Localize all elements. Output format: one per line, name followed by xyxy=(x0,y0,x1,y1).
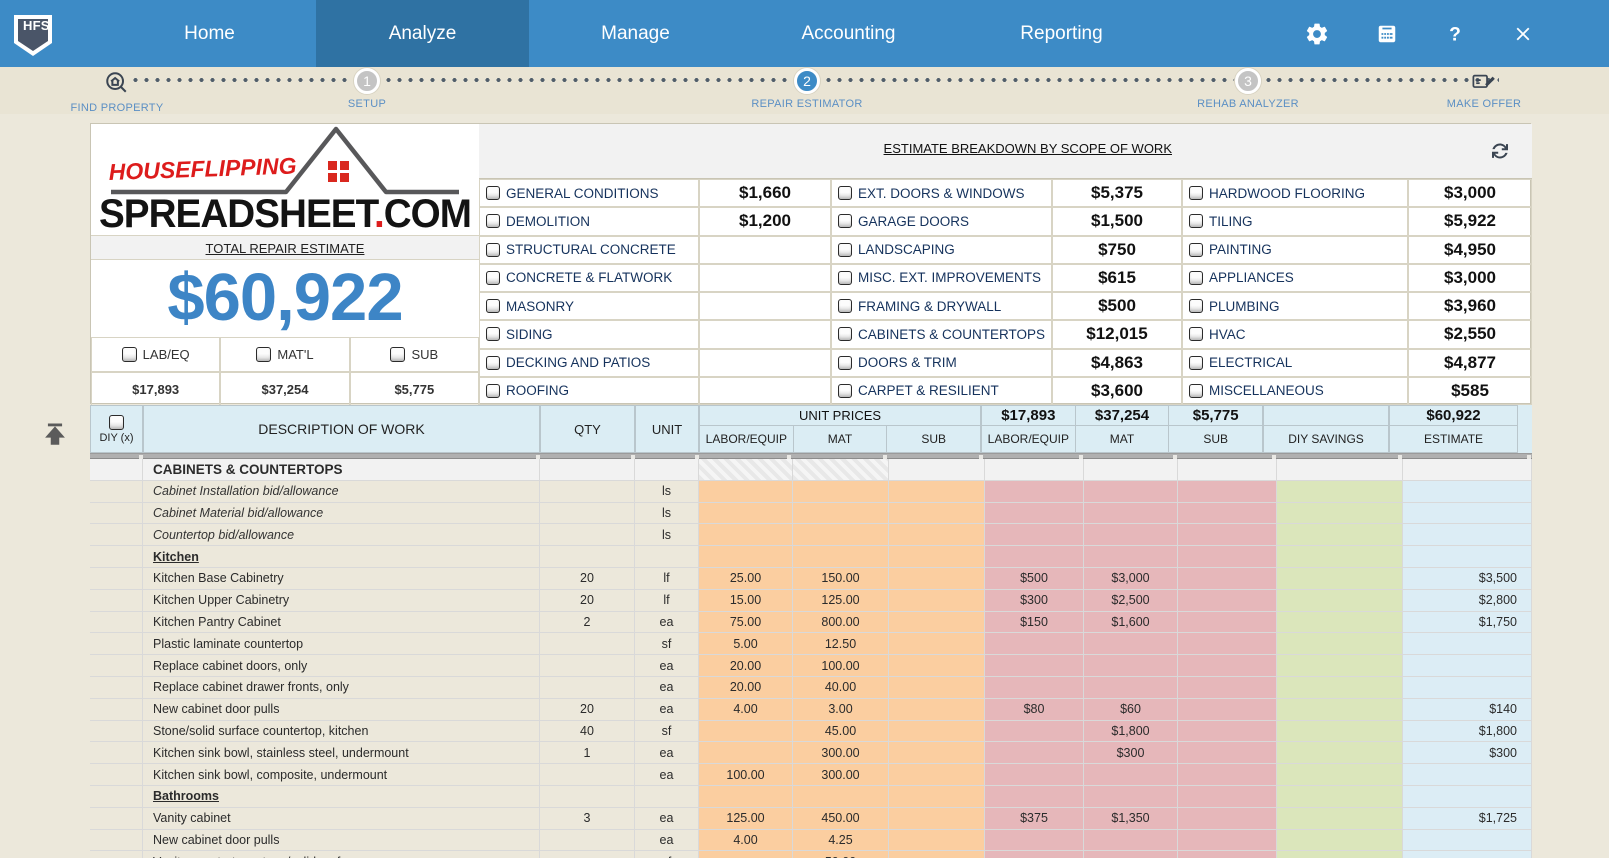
svg-text:HOUSEFLIPPING: HOUSEFLIPPING xyxy=(108,152,297,185)
svg-text:?: ? xyxy=(1449,24,1461,45)
svg-text:SPREADSHEET.COM: SPREADSHEET.COM xyxy=(99,192,471,234)
